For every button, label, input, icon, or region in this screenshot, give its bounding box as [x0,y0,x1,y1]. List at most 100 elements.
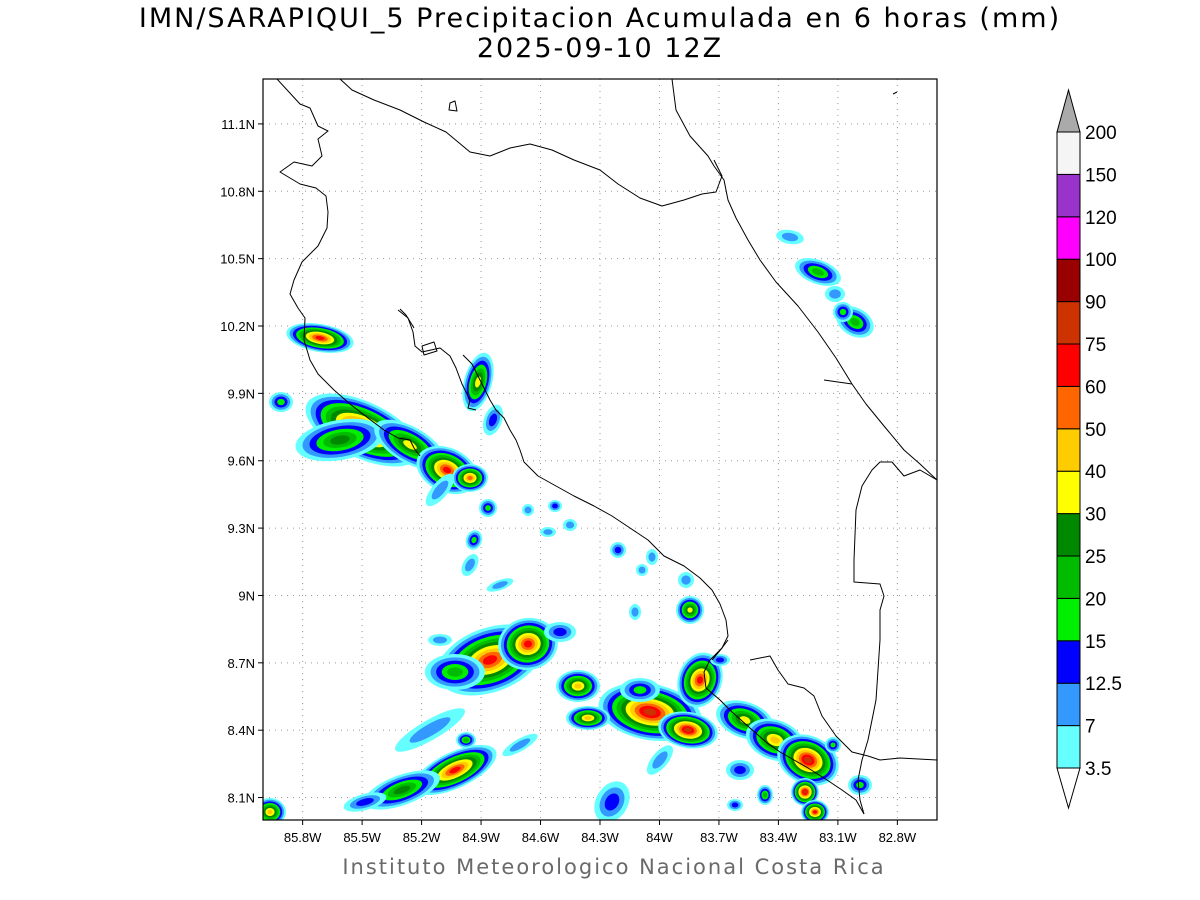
title-line-2: 2025-09-10 12Z [476,33,724,64]
precip-contour [330,435,350,445]
precipitation-field [263,229,874,820]
precip-contour [813,810,817,814]
y-tick-label: 10.2N [220,319,255,334]
colorbar-level-label: 50 [1085,420,1106,441]
precip-contour [574,683,582,689]
coastline-segment [671,79,937,481]
precip-contour [433,636,447,644]
colorbar-box [1056,216,1081,260]
precip-contour [553,627,567,637]
colorbar-level-label: 3.5 [1085,759,1111,780]
precip-contour [492,581,508,589]
precip-contour [633,686,647,694]
precip-contour [684,727,692,733]
precip-contour [638,566,646,574]
colorbar-box [1056,640,1081,684]
precip-contour [465,558,475,572]
precip-contour [565,521,575,529]
coastline-segment [703,659,865,815]
colorbar-level-label: 75 [1085,335,1106,356]
precip-contour [393,785,411,795]
coastline-segment [399,308,415,329]
coastline-segment [749,655,937,761]
precip-contour [523,640,533,648]
precip-contour [509,738,531,752]
precip-contour [648,552,656,562]
colorbar-level-label: 60 [1085,377,1106,398]
y-axis-ticks: 8.1N 8.4N 8.7N 9N 9.3N 9.6N 9.9N 10.2N 10.5N 10.8… [220,117,263,806]
precip-contour [524,506,532,514]
colorbar-level-label: 20 [1085,589,1106,610]
precip-contour [715,657,725,663]
colorbar-box [1056,428,1081,472]
precip-contour [604,793,620,811]
precip-contour [652,751,668,769]
precip-contour [681,575,691,585]
precip-contour [584,716,592,720]
precip-contour [687,607,693,613]
colorbar-level-label: 40 [1085,462,1106,483]
colorbar-level-label: 100 [1085,250,1117,271]
colorbar: 3.5 7 12.5 15 20 25 30 40 50 60 75 90 100 120 150 200 [1056,88,1122,810]
precip-contour [488,413,498,427]
coastline-segment [711,639,729,661]
precip-contour [804,756,812,764]
chart-title: IMN/SARAPIQUI_5 Precipitacion Acumulada … [0,4,1200,64]
precip-contour [485,505,491,511]
coastline-segment [276,79,411,441]
x-tick-label: 84W [646,830,673,845]
coastline-segment [397,309,477,411]
precip-contour [643,708,657,716]
precip-contour [830,742,836,748]
y-tick-label: 9.9N [228,386,255,401]
x-tick-label: 85.5W [343,830,381,845]
y-tick-label: 8.7N [228,656,255,671]
colorbar-level-label: 7 [1085,717,1096,738]
precip-contour [856,781,864,789]
coastline-segment [853,461,937,815]
precip-contour [409,717,451,743]
precip-contour [277,398,285,406]
precip-contour [447,667,463,677]
coastline-segment [339,79,723,207]
colorbar-box [1056,173,1081,218]
colorbar-box [1056,597,1081,642]
colorbar-box [1056,725,1081,769]
colorbar-level-label: 25 [1085,547,1106,568]
coastline-segment [892,91,898,95]
coastline-segment [462,354,729,661]
colorbar-level-label: 120 [1085,208,1117,229]
precip-contour [850,317,860,327]
precip-contour [696,676,704,684]
y-tick-label: 11.1N [221,117,255,132]
x-tick-label: 83.4W [760,830,798,845]
precip-contour [781,232,799,242]
colorbar-level-label: 200 [1085,123,1117,144]
colorbar-box [1056,682,1081,727]
x-tick-label: 83.1W [819,830,857,845]
precip-contour [449,766,461,774]
colorbar-top-arrow [1056,88,1081,133]
y-tick-label: 10.8N [220,184,255,199]
coastline-segment [823,379,853,385]
precip-contour [471,536,477,544]
x-tick-label: 85.8W [284,830,322,845]
colorbar-box [1056,513,1081,557]
colorbar-bottom-arrow [1056,767,1081,810]
precip-contour [803,790,807,794]
x-tick-label: 82.8W [879,830,917,845]
coastline-segment [409,439,421,457]
coastline [276,79,937,815]
footer-credit: Instituto Meteorologico Nacional Costa R… [342,855,886,879]
colorbar-level-label: 150 [1085,165,1117,186]
colorbar-box [1056,258,1081,303]
colorbar-level-label: 12.5 [1085,674,1122,695]
y-tick-label: 8.1N [228,791,255,806]
precip-contour [543,529,553,535]
colorbar-box [1056,301,1081,345]
colorbar-level-label: 30 [1085,505,1106,526]
precip-contour [442,466,452,474]
precip-contour [770,736,780,744]
coastline-segment [448,100,458,112]
precip-contour [315,335,325,341]
